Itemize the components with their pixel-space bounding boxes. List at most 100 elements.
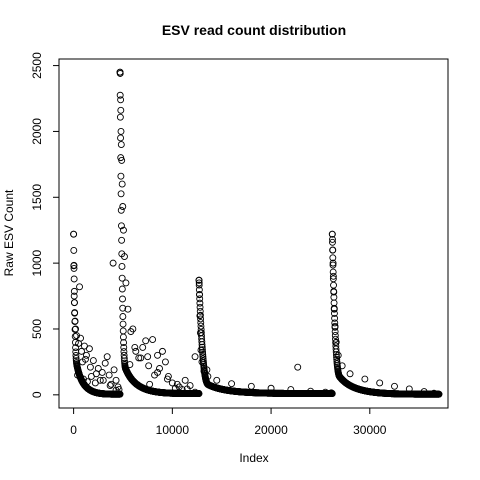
data-point xyxy=(195,390,203,397)
outlier-point xyxy=(151,371,159,379)
data-point xyxy=(329,238,336,246)
data-point xyxy=(331,322,339,330)
data-point xyxy=(247,382,255,390)
outlier-point xyxy=(191,353,199,361)
data-point xyxy=(330,309,338,317)
data-point xyxy=(120,339,128,347)
data-point xyxy=(346,370,354,378)
outlier-point xyxy=(82,351,90,359)
data-point xyxy=(137,354,145,362)
x-tick-label: 0 xyxy=(70,423,77,437)
data-point xyxy=(122,279,130,287)
data-point xyxy=(70,262,78,270)
outlier-point xyxy=(96,376,104,384)
outlier-point xyxy=(101,359,109,367)
data-point xyxy=(116,390,123,398)
y-tick-label: 500 xyxy=(30,319,44,339)
data-point xyxy=(287,386,295,394)
data-point xyxy=(332,348,340,356)
data-point xyxy=(72,325,80,333)
x-tick-label: 10000 xyxy=(156,423,190,437)
data-point xyxy=(329,268,337,276)
outlier-point xyxy=(105,371,113,379)
data-point xyxy=(198,338,206,346)
data-point xyxy=(120,354,128,362)
data-point xyxy=(329,272,337,280)
chart-title: ESV read count distribution xyxy=(162,22,346,38)
data-point xyxy=(307,387,315,395)
x-axis: 0 10000 20000 30000 xyxy=(70,407,387,437)
data-point xyxy=(338,362,346,370)
outlier-point xyxy=(181,376,189,384)
data-point xyxy=(196,295,204,303)
data-point xyxy=(191,388,199,396)
plot-frame xyxy=(58,58,449,409)
data-point xyxy=(117,222,125,230)
outlier-point xyxy=(76,283,83,291)
data-point xyxy=(71,309,79,317)
data-point xyxy=(119,295,126,303)
data-point xyxy=(330,288,338,296)
outlier-point xyxy=(186,382,194,390)
x-axis-label: Index xyxy=(239,451,268,465)
data-point xyxy=(118,236,126,244)
data-point xyxy=(405,385,413,393)
data-point xyxy=(197,346,205,354)
data-point xyxy=(72,352,80,359)
data-point xyxy=(116,70,124,77)
data-point xyxy=(119,313,127,320)
y-tick-label: 1000 xyxy=(30,249,44,276)
outlier-point xyxy=(132,347,140,355)
data-point xyxy=(204,372,212,380)
outlier-point xyxy=(146,380,154,388)
data-point xyxy=(329,246,337,254)
data-point xyxy=(120,226,127,234)
data-point xyxy=(420,388,428,395)
data-point xyxy=(70,275,78,283)
data-point xyxy=(329,261,337,269)
data-point xyxy=(119,203,127,210)
data-point xyxy=(329,254,337,262)
data-point xyxy=(118,274,126,282)
data-point xyxy=(120,348,128,356)
data-point xyxy=(329,235,336,243)
data-point xyxy=(70,230,78,238)
outlier-point xyxy=(83,378,91,386)
y-axis: 0 500 1000 1500 2000 2500 xyxy=(30,52,60,398)
data-point xyxy=(117,190,125,198)
data-point xyxy=(86,363,94,371)
data-point xyxy=(198,358,206,366)
outlier-point xyxy=(159,347,166,355)
data-point xyxy=(118,180,126,188)
data-point xyxy=(70,292,78,300)
outlier-point xyxy=(171,384,179,392)
data-point xyxy=(119,320,127,328)
outlier-point xyxy=(149,336,157,343)
outlier-point xyxy=(79,358,86,366)
data-point xyxy=(330,281,337,289)
data-point xyxy=(195,281,203,289)
y-tick-label: 2500 xyxy=(30,52,44,79)
data-point xyxy=(331,328,339,335)
data-point xyxy=(71,338,79,346)
data-point xyxy=(376,379,384,387)
data-point xyxy=(119,327,127,335)
data-point xyxy=(117,106,125,114)
outlier-point xyxy=(161,358,169,366)
y-axis-label: Raw ESV Count xyxy=(2,189,16,276)
data-point xyxy=(334,351,342,359)
data-point xyxy=(195,279,203,287)
data-point xyxy=(327,389,335,397)
data-point xyxy=(328,390,336,397)
data-point xyxy=(118,263,126,270)
outlier-point xyxy=(107,380,115,388)
data-point xyxy=(117,134,125,142)
data-point xyxy=(391,382,398,390)
outlier-point xyxy=(154,351,161,359)
data-point xyxy=(197,315,205,323)
data-point xyxy=(228,380,236,388)
outlier-point xyxy=(139,343,147,351)
data-point xyxy=(121,253,128,260)
data-point xyxy=(118,285,126,293)
data-point xyxy=(70,246,78,254)
